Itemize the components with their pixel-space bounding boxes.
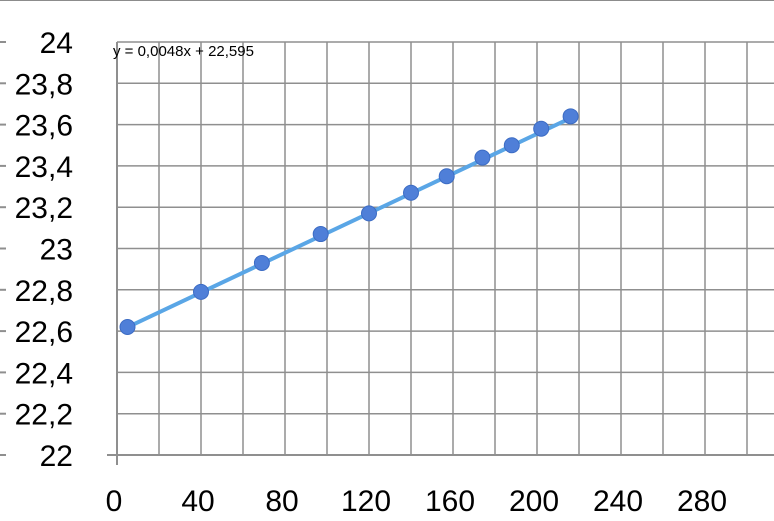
y-tick-label: 24 (40, 27, 73, 60)
y-tick-label: 23,2 (15, 192, 73, 225)
y-tick-label: 22,2 (15, 399, 73, 432)
y-tick-label: 22 (40, 440, 73, 473)
trendline (125, 116, 573, 330)
data-point (193, 283, 209, 300)
data-point (312, 226, 329, 243)
y-tick-label: 22,4 (15, 357, 73, 390)
x-tick-labels: 0 40 80 120 160 200 240 280 (106, 485, 727, 518)
x-tick-label: 120 (341, 485, 391, 516)
x-tick-label: 240 (593, 485, 643, 516)
data-points (119, 108, 579, 335)
data-point (403, 184, 419, 201)
x-tick-label: 0 (106, 485, 123, 516)
x-tick-label: 280 (677, 485, 727, 516)
data-point (361, 205, 377, 222)
y-tick-label: 22,6 (15, 316, 73, 349)
x-tick-label: 80 (265, 485, 298, 516)
x-tick-label: 160 (425, 485, 475, 516)
data-point (474, 149, 491, 166)
trendline-group (125, 116, 573, 330)
y-tick-label: 22,8 (15, 275, 73, 308)
y-tick-label: 23,6 (15, 110, 73, 143)
data-point (438, 168, 455, 185)
data-point (533, 120, 550, 137)
data-point (119, 318, 136, 335)
data-point (253, 254, 270, 271)
data-point (503, 137, 520, 154)
trendline-equation-label: y = 0,0048x + 22,595 (113, 43, 254, 60)
axis-lines (0, 41, 774, 465)
y-tick-label: 23 (40, 234, 73, 267)
data-point (562, 108, 579, 125)
x-tick-label: 40 (181, 485, 214, 516)
y-tick-label: 23,8 (15, 68, 73, 101)
y-tick-labels: 22 22,2 22,4 22,6 22,8 23 23,2 23,4 23,6 23,8 24 (15, 27, 73, 473)
y-tick-label: 23,4 (15, 151, 73, 184)
gridlines (117, 41, 774, 456)
x-tick-label: 200 (509, 485, 559, 516)
